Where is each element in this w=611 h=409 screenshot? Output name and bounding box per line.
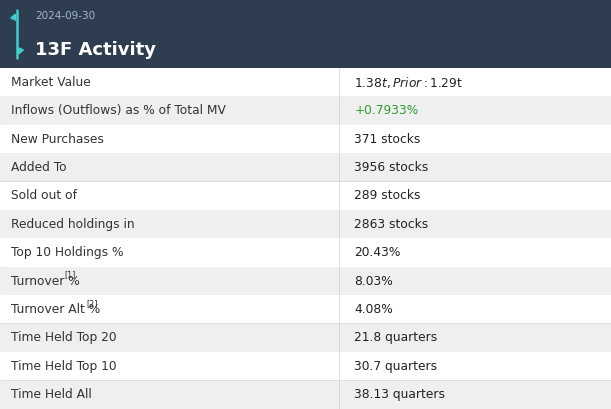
Text: 289 stocks: 289 stocks: [354, 189, 421, 202]
Text: Turnover Alt %: Turnover Alt %: [11, 303, 100, 316]
Text: [1]: [1]: [65, 270, 76, 279]
Text: Reduced holdings in: Reduced holdings in: [11, 218, 134, 231]
Text: 38.13 quarters: 38.13 quarters: [354, 388, 445, 401]
Text: $1.38t, Prior: $1.29t: $1.38t, Prior: $1.29t: [354, 75, 463, 90]
Text: 21.8 quarters: 21.8 quarters: [354, 331, 437, 344]
Text: 13F Activity: 13F Activity: [35, 41, 156, 59]
Text: [2]: [2]: [86, 299, 98, 308]
Text: 4.08%: 4.08%: [354, 303, 393, 316]
Text: Time Held All: Time Held All: [11, 388, 92, 401]
Text: 20.43%: 20.43%: [354, 246, 401, 259]
Text: Time Held Top 10: Time Held Top 10: [11, 360, 117, 373]
Text: +0.7933%: +0.7933%: [354, 104, 419, 117]
Text: Top 10 Holdings %: Top 10 Holdings %: [11, 246, 123, 259]
Text: Time Held Top 20: Time Held Top 20: [11, 331, 117, 344]
Text: 371 stocks: 371 stocks: [354, 133, 421, 146]
Text: New Purchases: New Purchases: [11, 133, 104, 146]
Text: Inflows (Outflows) as % of Total MV: Inflows (Outflows) as % of Total MV: [11, 104, 226, 117]
Text: 8.03%: 8.03%: [354, 274, 393, 288]
Text: 3956 stocks: 3956 stocks: [354, 161, 429, 174]
Text: 2024-09-30: 2024-09-30: [35, 11, 95, 21]
Text: Market Value: Market Value: [11, 76, 91, 89]
Text: 30.7 quarters: 30.7 quarters: [354, 360, 437, 373]
Text: Turnover %: Turnover %: [11, 274, 80, 288]
Text: Added To: Added To: [11, 161, 67, 174]
Text: 2863 stocks: 2863 stocks: [354, 218, 429, 231]
Text: Sold out of: Sold out of: [11, 189, 77, 202]
